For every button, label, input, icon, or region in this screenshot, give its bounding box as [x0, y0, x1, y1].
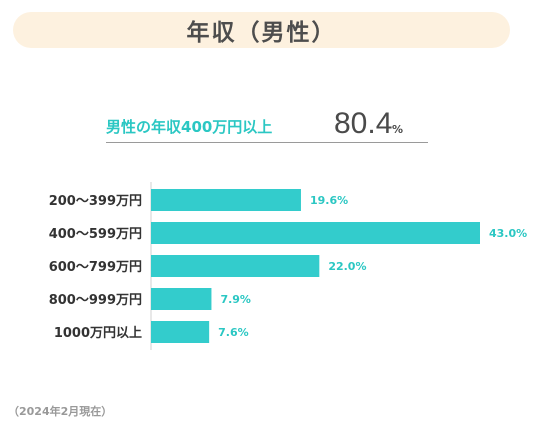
category-label: 1000万円以上	[54, 326, 142, 341]
bar	[151, 222, 480, 244]
value-label: 43.0%	[489, 227, 527, 240]
category-label: 200～399万円	[49, 194, 142, 209]
bar	[151, 321, 210, 343]
bar	[151, 255, 320, 277]
bar	[151, 288, 212, 310]
category-label: 800～999万円	[49, 293, 142, 308]
category-label: 400～599万円	[49, 227, 142, 242]
page-title: 年収（男性）	[186, 20, 337, 46]
value-label: 7.6%	[218, 326, 249, 339]
headline-label: 男性の年収400万円以上	[106, 118, 273, 136]
value-label: 19.6%	[310, 194, 348, 207]
headline-unit: %	[392, 123, 404, 136]
category-label: 600～799万円	[49, 260, 142, 275]
headline-stat: 男性の年収400万円以上 80.4 %	[106, 107, 428, 143]
footnote: （2024年2月現在）	[8, 405, 113, 418]
bar	[151, 189, 301, 211]
headline-value: 80.4	[334, 107, 393, 140]
value-label: 22.0%	[328, 260, 366, 273]
title-banner: 年収（男性）	[13, 12, 510, 48]
value-label: 7.9%	[220, 293, 251, 306]
